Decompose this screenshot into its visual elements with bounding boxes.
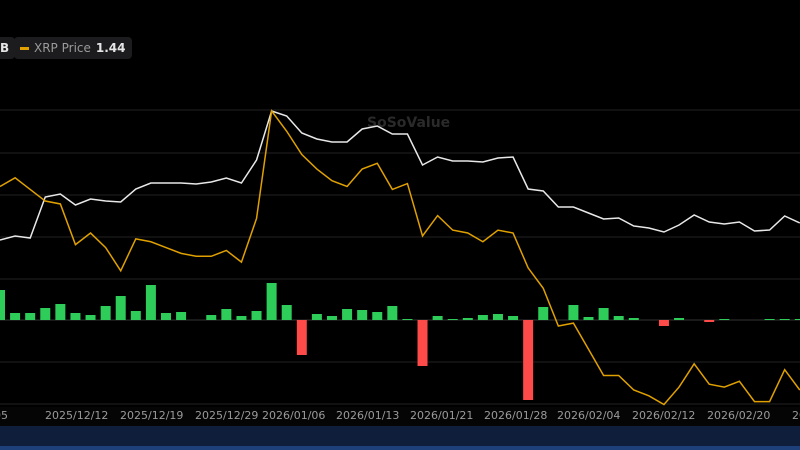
bar [523, 320, 534, 400]
bar [508, 316, 519, 320]
x-tick-label: 2026/02/04 [557, 409, 620, 422]
bar [402, 319, 413, 320]
bar [538, 307, 549, 320]
bar [583, 317, 594, 320]
x-tick-label: 2025/12/12 [45, 409, 108, 422]
x-tick-label: 2026/01/13 [336, 409, 399, 422]
x-tick-label: 20 [792, 409, 800, 422]
bar [342, 309, 353, 320]
bar [447, 319, 458, 320]
bar [326, 316, 337, 320]
x-axis-band [0, 407, 800, 426]
bar [658, 320, 669, 326]
x-tick-label: 2026/02/12 [632, 409, 695, 422]
bar [251, 311, 262, 320]
bar [10, 313, 21, 320]
bar [432, 316, 443, 320]
bar [372, 312, 383, 320]
bar [221, 309, 232, 320]
x-tick-label: 05 [0, 409, 8, 422]
bar [40, 308, 51, 320]
bar [236, 316, 247, 320]
legend-item-prev: B [0, 37, 16, 59]
x-tick-label: 2026/01/06 [262, 409, 325, 422]
watermark: SoSoValue [367, 115, 450, 131]
bar [719, 319, 730, 320]
bar [311, 314, 322, 320]
bar [704, 320, 715, 322]
navigator-scrollbar[interactable] [0, 426, 800, 446]
bar [417, 320, 428, 366]
x-tick-label: 2026/01/21 [410, 409, 473, 422]
bar [100, 306, 111, 320]
bar [25, 313, 36, 320]
bar [130, 311, 141, 320]
bar [176, 312, 187, 320]
bar [0, 290, 5, 320]
legend-series-name: XRP Price [34, 41, 91, 55]
bar [598, 308, 609, 320]
bar [462, 318, 473, 320]
bar [492, 314, 503, 320]
series-line-xrp-price [0, 109, 800, 406]
bar [568, 305, 579, 320]
legend-item-xrp-price[interactable]: XRP Price 1.44 [14, 37, 132, 59]
bar [55, 304, 66, 320]
bar [160, 313, 171, 320]
bar [674, 318, 685, 320]
x-tick-label: 2026/02/20 [707, 409, 770, 422]
x-tick-label: 2026/01/28 [484, 409, 547, 422]
bar [628, 318, 639, 320]
bar [266, 283, 277, 320]
bar [779, 319, 790, 320]
bar [764, 319, 775, 320]
bar [794, 319, 800, 320]
x-tick-label: 2025/12/29 [195, 409, 258, 422]
bar [145, 285, 156, 320]
legend-swatch [20, 46, 29, 50]
bar [387, 306, 398, 320]
bar [357, 310, 368, 320]
bar [115, 296, 126, 320]
legend-series-value: 1.44 [95, 41, 126, 55]
series-line-white [0, 110, 800, 241]
bar [281, 305, 292, 320]
bar [477, 315, 488, 320]
x-tick-label: 2025/12/19 [120, 409, 183, 422]
bar [206, 315, 217, 320]
bar [296, 320, 307, 355]
bar [85, 315, 96, 320]
bar [70, 313, 81, 320]
bar [613, 316, 624, 320]
